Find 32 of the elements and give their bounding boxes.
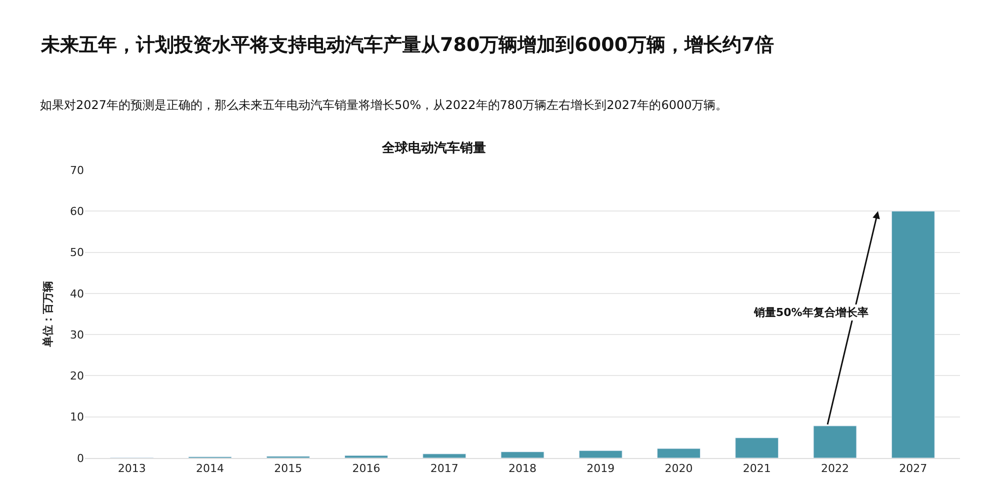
bar <box>578 450 622 458</box>
x-tick-label: 2021 <box>742 462 771 476</box>
x-tick-label: 2020 <box>664 462 693 476</box>
x-tick-label: 2014 <box>196 462 224 476</box>
text: 全球电动汽车销量 <box>381 140 486 156</box>
chart-subtitle: 如果对2027年的预测是正确的，那么未来五年电动汽车销量将增长50%，从2022年的780万辆左右增长到2027年的6000万辆。 <box>40 98 728 112</box>
x-tick-label: 2019 <box>586 462 615 476</box>
bar <box>735 438 779 458</box>
bar <box>422 454 466 458</box>
x-tick-label: 2015 <box>274 462 302 476</box>
x-tick-label: 2027 <box>899 462 928 476</box>
bar <box>891 210 935 458</box>
y-tick-label: 0 <box>77 452 84 465</box>
y-tick-label: 30 <box>70 328 84 342</box>
y-axis-title: 单位：百万辆 <box>42 281 55 348</box>
x-tick-label: 2013 <box>118 462 146 476</box>
y-tick-label: 20 <box>70 370 84 383</box>
x-tick-label: 2016 <box>352 462 380 476</box>
y-tick-label: 50 <box>70 246 84 260</box>
chart-title: 未来五年，计划投资水平将支持电动汽车产量从780万辆增加到6000万辆，增长约7倍 <box>40 34 774 56</box>
x-tick-label: 2018 <box>508 462 536 476</box>
bar <box>813 426 857 458</box>
bar <box>344 455 388 458</box>
bar <box>657 448 700 458</box>
y-tick-label: 60 <box>70 204 84 218</box>
y-tick-label: 40 <box>70 287 84 300</box>
annotation: 销量50%年复合增长率 <box>753 306 868 319</box>
y-tick-label: 10 <box>70 410 84 424</box>
x-tick-label: 2017 <box>430 462 458 476</box>
y-tick-label: 70 <box>70 164 84 177</box>
x-tick-label: 2022 <box>821 462 849 476</box>
bar <box>500 452 544 458</box>
